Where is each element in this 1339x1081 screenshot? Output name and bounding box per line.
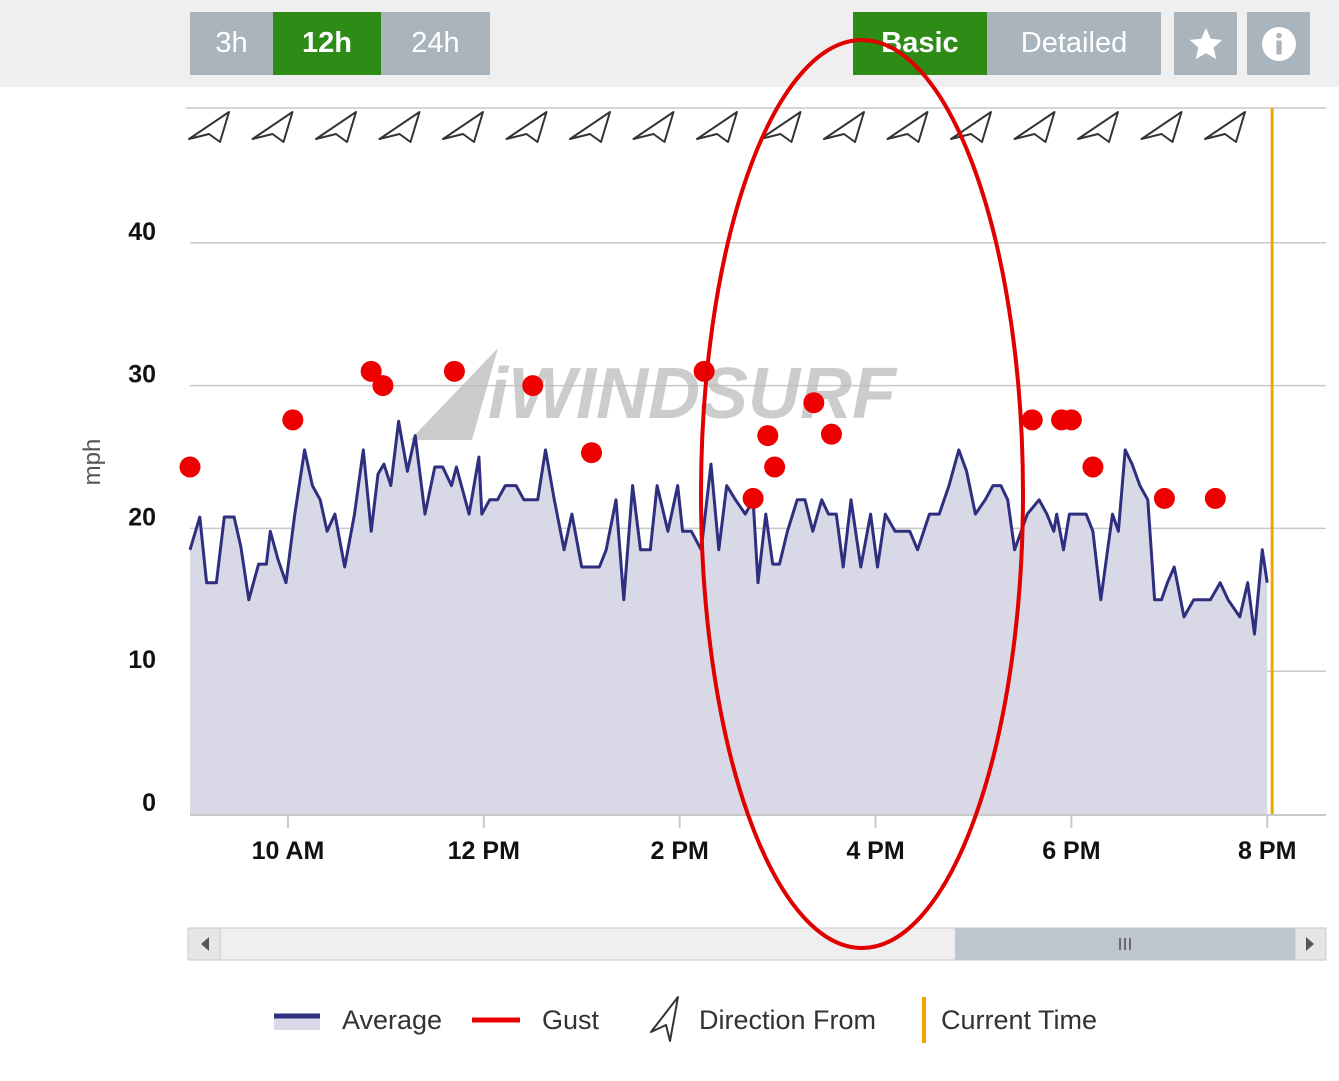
x-tick-label: 10 AM [252,837,325,865]
grip-icon [1119,938,1131,950]
favorite-button[interactable] [1174,12,1237,75]
direction-arrow-shape [569,111,611,143]
direction-arrow-shape [251,111,294,143]
direction-arrows [188,111,1246,143]
direction-arrow-icon [505,111,548,143]
range-button-12h[interactable]: 12h [273,12,381,75]
gust-point [1204,487,1226,509]
scrollbar[interactable] [187,927,1327,961]
legend-gust-label: Gust [542,1004,600,1035]
direction-arrow-icon [632,111,675,143]
direction-arrow-shape [696,111,738,143]
legend-current-time-label: Current Time [941,1004,1098,1035]
gust-point [820,423,842,445]
gust-point [803,392,825,414]
watermark: iWINDSURF [410,348,898,440]
average-legend-swatch [274,1013,320,1030]
legend-average: Average [274,995,442,1045]
direction-arrow-icon [569,111,611,143]
direction-arrow-shape [632,111,675,143]
watermark-text: iWINDSURF [488,354,898,434]
x-tick-label: 8 PM [1238,837,1296,865]
direction-arrow-icon [1140,111,1183,143]
direction-arrow-icon [1013,111,1056,143]
direction-arrow-icon [650,996,679,1042]
info-icon [1261,26,1296,61]
direction-arrow-shape [886,111,929,143]
average-series [188,419,1269,814]
direction-arrow-shape [378,111,421,143]
legend-current-time: Current Time [921,995,1097,1045]
legend-average-label: Average [342,1004,443,1035]
average-area [190,421,1268,814]
direction-arrow-shape [505,111,548,143]
legend-direction-label: Direction From [699,1004,877,1035]
gust-point [522,375,544,397]
x-tick-label: 12 PM [448,837,520,865]
range-button-3h[interactable]: 3h [190,12,273,75]
direction-arrow-shape [1140,111,1183,143]
direction-arrow-icon [378,111,421,143]
y-axis-label: mph [79,439,106,486]
gust-legend-swatch [472,1017,520,1023]
current-time-legend-swatch [922,997,926,1043]
direction-arrow-shape [1204,111,1246,143]
gust-point [1082,456,1104,478]
y-tick-label: 40 [128,218,156,246]
direction-arrow-shape [1077,111,1119,143]
chevron-left-icon [201,937,209,951]
chevron-right-icon [1306,937,1314,951]
direction-arrow-shape [759,111,802,143]
direction-arrow-icon [823,111,865,143]
x-tick-label: 2 PM [650,837,708,865]
y-tick-label: 30 [128,361,156,389]
direction-arrow-shape [823,111,865,143]
legend: Average Gust Direction From Current Time [0,995,1339,1050]
annotation-ellipse [699,38,1025,950]
x-tick-label: 4 PM [846,837,904,865]
direction-arrow-icon [1204,111,1246,143]
gust-point [1153,487,1175,509]
gust-point [742,487,764,509]
info-button[interactable] [1247,12,1310,75]
time-range-selector: 3h 12h 24h [190,12,490,75]
y-tick-label: 20 [128,503,156,531]
direction-arrow-icon [251,111,294,143]
star-icon [1189,27,1222,59]
gust-point [757,425,779,447]
direction-arrow-icon [442,111,484,143]
direction-arrow-shape [188,111,230,143]
x-tick-label: 6 PM [1042,837,1100,865]
direction-arrow-icon [696,111,738,143]
gust-point [581,442,603,464]
view-button-detailed[interactable]: Detailed [987,12,1161,75]
gust-point [372,375,394,397]
watermark-logo [410,348,498,440]
legend-gust: Gust [472,995,599,1045]
direction-arrow-shape [1013,111,1056,143]
gust-point [443,360,465,382]
direction-arrow-icon [759,111,802,143]
gust-point [282,409,304,431]
y-tick-label: 0 [142,789,156,817]
direction-arrow-shape [315,111,357,143]
scroll-right-button[interactable] [1294,927,1327,961]
gust-point [1021,409,1043,431]
direction-arrow-icon [886,111,929,143]
direction-arrow-icon [315,111,357,143]
legend-direction: Direction From [648,995,876,1045]
direction-arrow-icon [1077,111,1119,143]
gust-point [360,360,382,382]
gust-point [693,360,715,382]
gust-point [1060,409,1082,431]
gust-point [179,456,201,478]
direction-arrow-icon [188,111,230,143]
direction-arrow-shape [442,111,484,143]
gust-point [764,456,786,478]
average-line [188,419,1269,636]
range-button-24h[interactable]: 24h [381,12,490,75]
y-tick-label: 10 [128,646,156,674]
axes: 0 10 20 30 40 10 AM 12 PM 2 PM 4 PM 6 PM 8 PM mph [79,218,1326,865]
